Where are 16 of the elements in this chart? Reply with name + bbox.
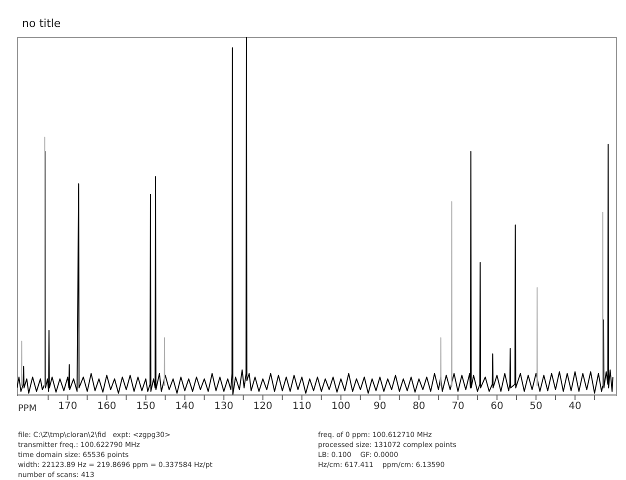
x-tick-label: 100	[331, 401, 350, 412]
x-tick-label: 40	[568, 401, 582, 412]
x-tick-label: 110	[292, 401, 312, 412]
x-tick-label: 130	[214, 401, 234, 412]
x-tick-label: 50	[530, 401, 542, 412]
x-tick-label: 160	[97, 401, 116, 412]
x-tick-label: 80	[412, 401, 426, 412]
x-tick-label: 150	[136, 401, 156, 412]
x-axis-title: PPM	[18, 404, 37, 414]
chart-title: no title	[22, 17, 61, 30]
x-tick-label: 120	[253, 401, 272, 412]
x-tick-label: 140	[175, 401, 194, 412]
x-tick-label: 60	[490, 401, 504, 412]
x-tick-label: 90	[374, 401, 386, 412]
x-tick-label: 70	[452, 401, 464, 412]
x-tick-label: 170	[58, 401, 78, 412]
